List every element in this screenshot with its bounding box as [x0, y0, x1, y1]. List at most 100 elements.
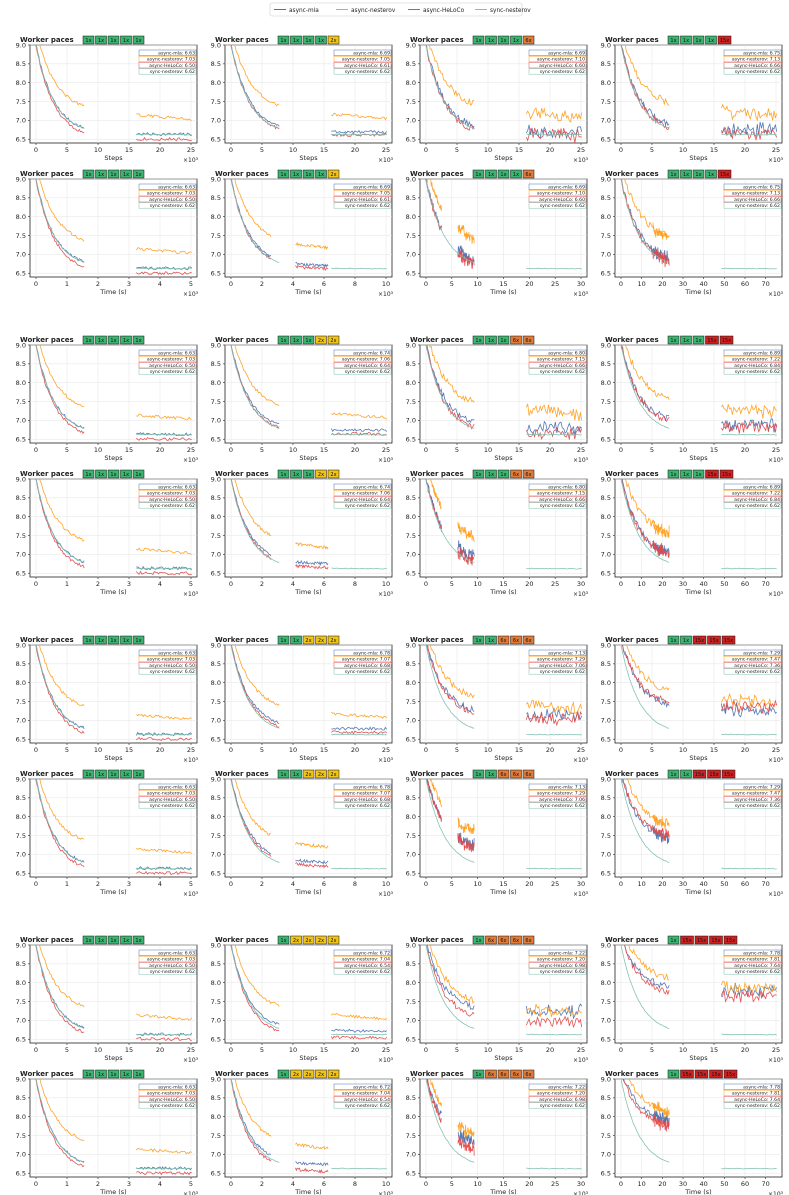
series-line-async-nesterov [39, 345, 85, 408]
pace-badge [723, 1069, 738, 1079]
pace-badge [719, 335, 734, 345]
pace-badge-label: 1x [488, 472, 494, 478]
x-axis-exponent: ×10³ [573, 157, 589, 164]
series-group [620, 645, 778, 736]
final-value-label: async-nesterov: 7.20 [537, 1091, 585, 1097]
x-tick-label: 0 [619, 880, 623, 888]
pace-badge [290, 35, 302, 45]
pace-badge [82, 335, 95, 345]
y-tick-label: 9.0 [406, 641, 416, 649]
final-value-label: sync-nesterov: 6.62 [150, 503, 195, 509]
x-tick-label: 10 [638, 280, 646, 288]
x-tick-label: 25 [551, 280, 559, 288]
y-tick-label: 8.5 [211, 60, 221, 68]
x-tick-label: 5 [650, 146, 654, 154]
pace-badge [497, 1069, 510, 1079]
series-line-async-mla [425, 45, 475, 130]
pace-badge-label: 6x [513, 338, 519, 344]
x-tick-label: 25 [382, 146, 390, 154]
pace-badge [472, 35, 485, 45]
pace-badge [485, 935, 497, 945]
final-value-box [723, 783, 782, 790]
x-tick-label: 10 [474, 580, 482, 588]
y-tick-label: 9.0 [211, 341, 221, 349]
pace-badge [82, 769, 95, 779]
x-tick-label: 20 [156, 746, 164, 754]
y-tick-label: 7.0 [16, 251, 26, 259]
panel-title: Worker paces [20, 336, 74, 344]
y-tick-label: 6.5 [406, 270, 416, 278]
x-tick-label: 6 [322, 580, 326, 588]
series-line-async-HeLoCo [136, 437, 192, 441]
pace-badge-label: 1x [110, 338, 116, 344]
x-tick-label: 2 [96, 280, 100, 288]
series-line-async-HeLoCo [457, 248, 475, 269]
y-tick-label: 6.5 [16, 1036, 26, 1044]
series-line-async-mla [526, 707, 583, 723]
pace-badge [107, 935, 120, 945]
y-tick-label: 8.0 [211, 979, 221, 987]
x-axis-label: Time (s) [684, 1188, 711, 1195]
pace-badge [472, 169, 485, 179]
pace-badge-label: 15x [682, 1072, 691, 1078]
y-tick-label: 7.5 [406, 1132, 416, 1140]
pace-badge-label: 1x [670, 638, 676, 644]
x-tick-label: 25 [577, 1046, 585, 1054]
y-tick-label: 9.0 [16, 941, 26, 949]
final-value-box [723, 1102, 782, 1109]
final-value-box [528, 1096, 587, 1103]
series-line-async-mla [331, 1028, 387, 1033]
pace-badge-label: 1x [123, 38, 129, 44]
series-line-async-HeLoCo [720, 989, 777, 1003]
pace-badge [510, 769, 522, 779]
y-tick-label: 9.0 [211, 941, 221, 949]
final-value-label: async-nesterov: 7.03 [147, 957, 195, 963]
final-value-label: async-mla: 7.13 [548, 651, 585, 657]
x-tick-label: 6 [322, 1180, 326, 1188]
y-tick-label: 9.0 [601, 475, 611, 483]
y-tick-label: 7.5 [211, 832, 221, 840]
x-axis-label: Time (s) [489, 888, 516, 896]
pace-badge-label: 1x [305, 172, 311, 178]
pace-badge-label: 15x [720, 38, 729, 44]
series-line-async-nesterov [331, 412, 387, 420]
final-value-label: async-mla: 7.22 [548, 951, 585, 957]
pace-badge-label: 6x [525, 472, 531, 478]
series-line-async-HeLoCo [136, 1037, 192, 1042]
pace-badge-label: 1x [683, 38, 689, 44]
final-value-label: async-nesterov: 7.04 [342, 957, 390, 963]
pace-badge-label: 1x [318, 172, 324, 178]
pace-badge-label: 6x [500, 638, 506, 644]
y-tick-label: 9.0 [601, 641, 611, 649]
series-line-async-nesterov [295, 542, 329, 550]
y-tick-label: 8.5 [601, 960, 611, 968]
series-line-sync-nesterov [721, 1033, 777, 1036]
series-group [425, 1079, 582, 1170]
y-tick-label: 7.0 [601, 417, 611, 425]
pace-badge-label: 1x [683, 638, 689, 644]
pace-badge [107, 469, 120, 479]
series-line-async-HeLoCo [621, 645, 670, 704]
y-tick-label: 9.0 [211, 775, 221, 783]
final-value-box [138, 962, 197, 969]
pace-badge [692, 169, 705, 179]
final-value-label: async-mla: 7.22 [548, 1085, 585, 1091]
x-tick-label: 15 [125, 1046, 133, 1054]
series-line-sync-nesterov [526, 133, 582, 136]
pace-badge [132, 769, 145, 779]
x-tick-label: 20 [525, 880, 533, 888]
y-tick-label: 6.5 [406, 570, 416, 578]
pace-badge [485, 169, 497, 179]
final-value-box [138, 955, 197, 963]
series-line-async-HeLoCo [35, 1079, 85, 1168]
y-tick-label: 7.5 [211, 532, 221, 540]
y-tick-label: 8.0 [406, 213, 416, 221]
pace-badge [522, 35, 535, 45]
series-line-async-HeLoCo [295, 264, 329, 271]
pace-badge-label: 15x [720, 172, 729, 178]
y-tick-label: 8.0 [601, 679, 611, 687]
series-group [425, 479, 582, 570]
series-line-sync-nesterov [620, 645, 670, 729]
final-value-label: async-HeLoCo: 7.06 [539, 797, 585, 803]
pace-badge [290, 469, 302, 479]
